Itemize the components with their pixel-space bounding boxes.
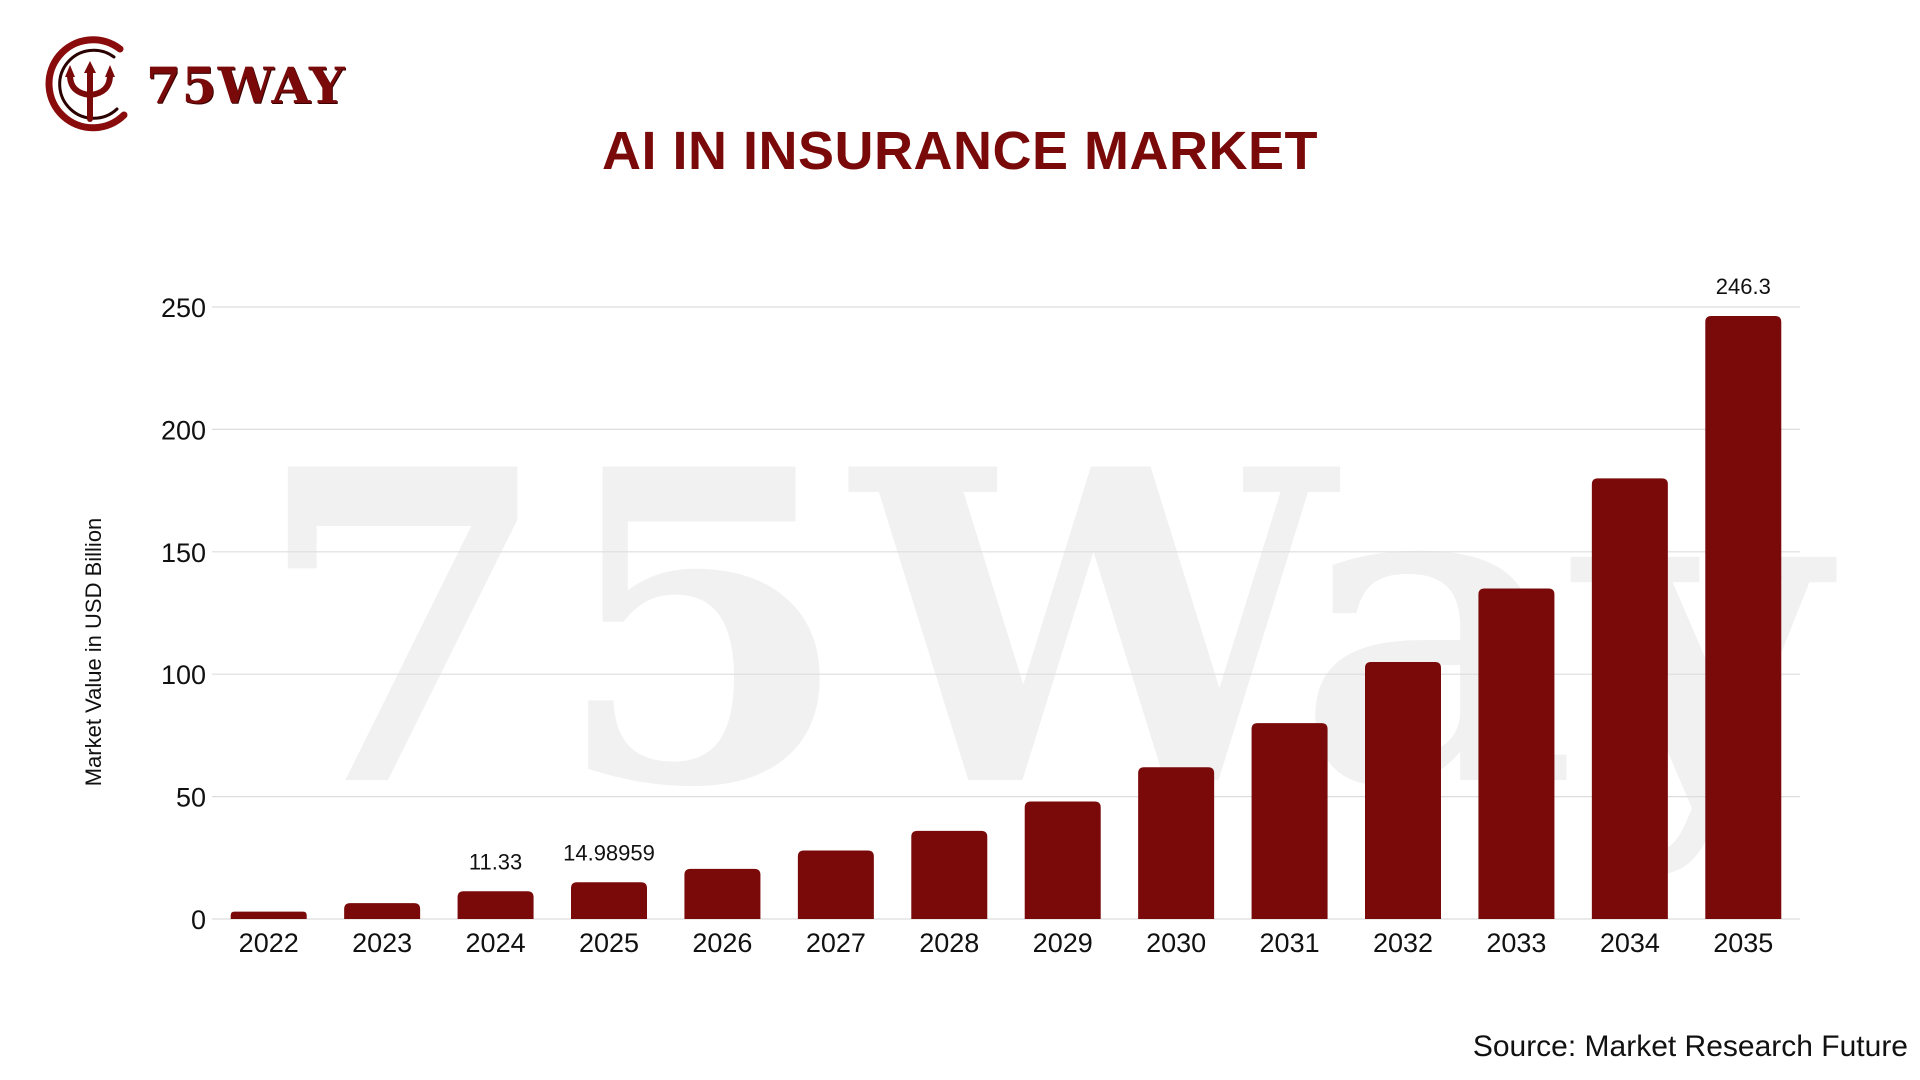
watermark-text: 75Way (254, 377, 1839, 882)
chart-title: AI IN INSURANCE MARKET (601, 121, 1318, 181)
bar-2032 (1365, 661, 1441, 919)
y-axis-label: Market Value in USD Billion (81, 517, 106, 787)
bar-2030 (1138, 767, 1215, 919)
bar-2023 (344, 903, 421, 919)
source-note: Source: Market Research Future (1472, 1030, 1908, 1063)
bar-2033 (1478, 588, 1555, 919)
x-tick-label: 2024 (466, 928, 526, 958)
bars (230, 316, 1782, 919)
x-tick-label: 2035 (1713, 928, 1773, 958)
x-tick-label: 2031 (1260, 928, 1320, 958)
data-label-2035: 246.3 (1716, 274, 1771, 299)
y-tick-label: 200 (161, 415, 206, 445)
data-labels: 11.33 14.98959 246.3 (469, 274, 1771, 874)
bar-2031 (1251, 723, 1328, 919)
x-tick-label: 2028 (919, 928, 979, 958)
x-tick-label: 2025 (579, 928, 639, 958)
bar-2028 (911, 830, 988, 919)
y-tick-label: 0 (191, 905, 206, 935)
bar-2025 (571, 882, 647, 919)
y-tick-label: 150 (161, 538, 206, 568)
y-tick-label: 50 (176, 783, 206, 813)
trident-circle-logo-icon (45, 36, 128, 132)
bar-2027 (797, 850, 874, 919)
x-tick-label: 2032 (1373, 928, 1433, 958)
bar-2034 (1591, 478, 1668, 919)
bar-2029 (1024, 801, 1101, 919)
bar-2035 (1705, 316, 1782, 919)
bar-2024 (457, 891, 534, 919)
x-tick-label: 2027 (806, 928, 866, 958)
y-tick-label: 250 (161, 293, 206, 323)
logo-text: 75WAY (146, 55, 346, 115)
bar-2026 (684, 868, 761, 919)
x-tick-label: 2030 (1146, 928, 1206, 958)
x-tick-label: 2023 (352, 928, 412, 958)
x-tick-label: 2033 (1486, 928, 1546, 958)
data-label-2025: 14.98959 (563, 840, 655, 865)
x-axis-ticks: 2022 2023 2024 2025 2026 2027 2028 2029 2030 2031… (239, 928, 1774, 958)
brand-logo: 75WAY (40, 30, 346, 140)
bar-2022 (230, 911, 307, 919)
x-tick-label: 2022 (239, 928, 299, 958)
y-axis-ticks: 0 50 100 150 200 250 (161, 293, 206, 935)
data-label-2024: 11.33 (469, 849, 522, 874)
x-tick-label: 2029 (1033, 928, 1093, 958)
x-tick-label: 2026 (692, 928, 752, 958)
x-tick-label: 2034 (1600, 928, 1660, 958)
y-tick-label: 100 (161, 660, 206, 690)
